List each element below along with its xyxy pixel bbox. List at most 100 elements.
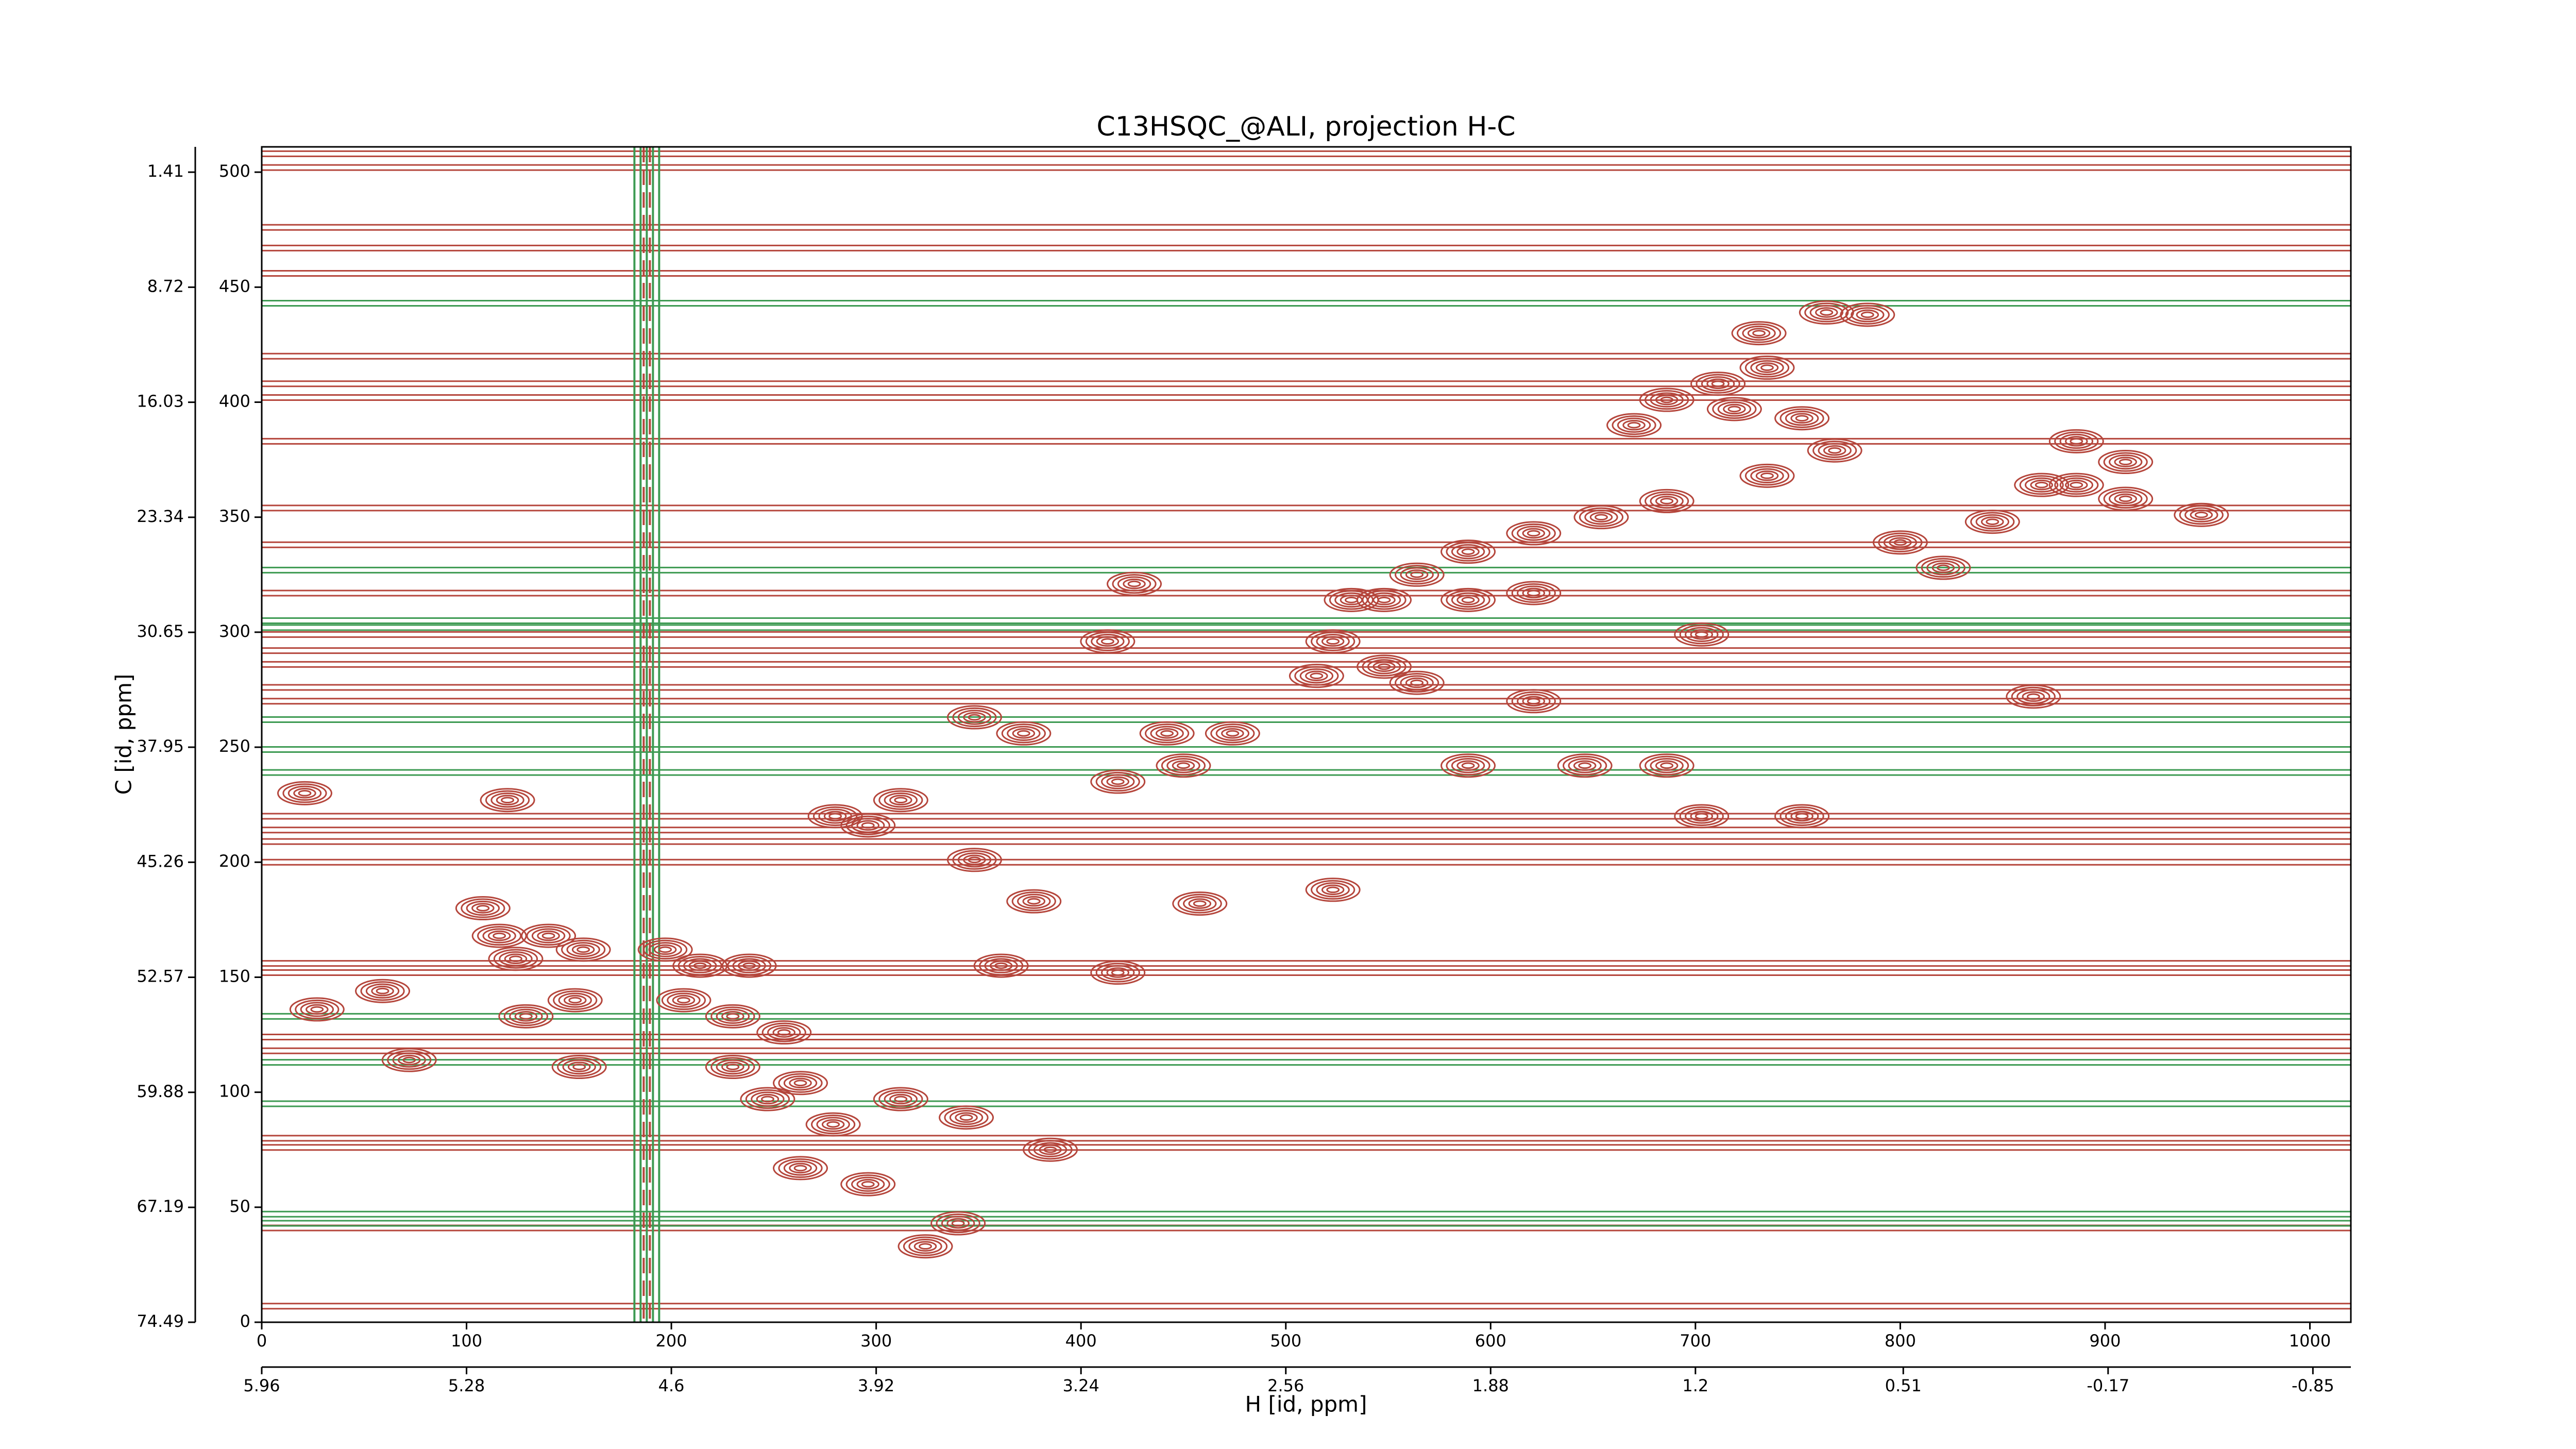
peak-contour: [823, 811, 847, 822]
peak-contour: [1183, 896, 1217, 912]
peak-contour: [1039, 1144, 1062, 1155]
peak-contour: [751, 1091, 785, 1107]
peak-contour: [2108, 491, 2143, 507]
peak-contour: [716, 1008, 750, 1024]
positive-ridge: [262, 270, 2351, 277]
y2-tick-label: 30.65: [137, 621, 184, 641]
peak-contour: [957, 710, 992, 725]
peak: [1080, 629, 1136, 654]
peak-contour: [2006, 684, 2061, 709]
peak: [480, 788, 535, 813]
peak-contour: [2030, 479, 2054, 491]
peak-contour: [1006, 889, 1062, 914]
peak-contour: [1400, 567, 1434, 582]
peak-contour: [930, 1211, 986, 1236]
peak-contour: [480, 788, 535, 813]
peak-contour: [1807, 438, 1862, 463]
negative-ridge: [262, 716, 2351, 723]
peak: [1357, 587, 1412, 612]
peak-contour: [1511, 583, 1556, 603]
peak-contour: [1117, 576, 1151, 592]
peak-contour: [1405, 677, 1429, 688]
peak: [1506, 581, 1562, 605]
peak-contour: [828, 813, 842, 820]
peak-contour: [1111, 778, 1125, 785]
peak: [1690, 372, 1746, 396]
peak: [1739, 356, 1795, 380]
peak-contour: [1451, 544, 1485, 560]
peak-contour: [293, 788, 316, 799]
peak-contour: [1723, 403, 1746, 415]
y2-tick-label: 23.34: [137, 507, 184, 526]
peak-contour: [1012, 728, 1036, 739]
peak: [1139, 721, 1195, 746]
peak-contour: [487, 930, 511, 941]
peak-contour: [2026, 693, 2040, 700]
peak-contour: [897, 1234, 953, 1259]
peak-contour: [793, 1165, 807, 1172]
peak-contour: [1367, 659, 1401, 675]
positive-ridge: [262, 960, 2351, 967]
peak-contour: [973, 953, 1029, 978]
peak: [773, 1156, 828, 1181]
peak-contour: [2114, 493, 2137, 504]
peak-contour: [1305, 878, 1361, 902]
peak-contour: [1321, 636, 1345, 647]
peak: [2006, 684, 2061, 709]
peak-contour: [551, 1055, 607, 1080]
peak-contour: [376, 987, 389, 995]
peak: [2174, 502, 2229, 527]
peak-contour: [944, 1107, 989, 1127]
peak-contour: [1461, 762, 1475, 769]
y2-tick-label: 8.72: [147, 276, 184, 296]
peak-contour: [856, 1178, 880, 1190]
x-tick-label: 0: [257, 1331, 267, 1351]
peak-contour: [761, 1096, 774, 1103]
peak-contour: [1345, 597, 1358, 603]
positive-ridge: [262, 380, 2351, 387]
peak-contour: [845, 815, 890, 835]
y-tick-label: 250: [219, 736, 250, 756]
peak: [488, 947, 544, 971]
peak-contour: [826, 1121, 840, 1128]
peak-contour: [1931, 562, 1955, 574]
peak: [705, 1055, 760, 1080]
peak-contour: [1639, 387, 1694, 412]
peak-contour: [1527, 589, 1540, 597]
peak-contour: [1101, 965, 1135, 981]
peak-contour: [1456, 546, 1480, 557]
peak-contour: [941, 1216, 975, 1231]
peak: [277, 781, 332, 805]
x-tick-label: 400: [1065, 1331, 1097, 1351]
peak-contour: [1679, 625, 1724, 645]
peak-contour: [789, 1162, 812, 1174]
peak-contour: [984, 958, 1018, 973]
peak-contour: [1305, 670, 1328, 681]
negative-ridge: [262, 1100, 2351, 1107]
x-tick-label: 600: [1475, 1331, 1506, 1351]
peak-contour: [1522, 528, 1546, 539]
peak-contour: [658, 946, 672, 953]
positive-ridge: [262, 352, 2351, 360]
peak-contour: [811, 1115, 856, 1135]
peak: [873, 1087, 928, 1111]
x-tick-label: 200: [656, 1331, 687, 1351]
peak: [547, 988, 603, 1013]
peak: [637, 937, 693, 962]
peak-contour: [1517, 694, 1551, 709]
peak-contour: [963, 854, 986, 866]
peak-contour: [1790, 811, 1814, 822]
peak-contour: [1155, 728, 1179, 739]
negative-ridge: [262, 300, 2351, 307]
peak-contour: [2035, 481, 2048, 488]
positive-ridge: [262, 1144, 2351, 1151]
peak-contour: [2179, 505, 2224, 525]
peak-contour: [721, 953, 777, 978]
y-tick-label: 0: [240, 1311, 250, 1331]
x-tick-label: 700: [1680, 1331, 1711, 1351]
peak-contour: [498, 1004, 554, 1029]
x2-tick-label: 3.92: [858, 1376, 894, 1395]
peak-contour: [1172, 891, 1228, 916]
peak-contour: [1440, 587, 1496, 612]
